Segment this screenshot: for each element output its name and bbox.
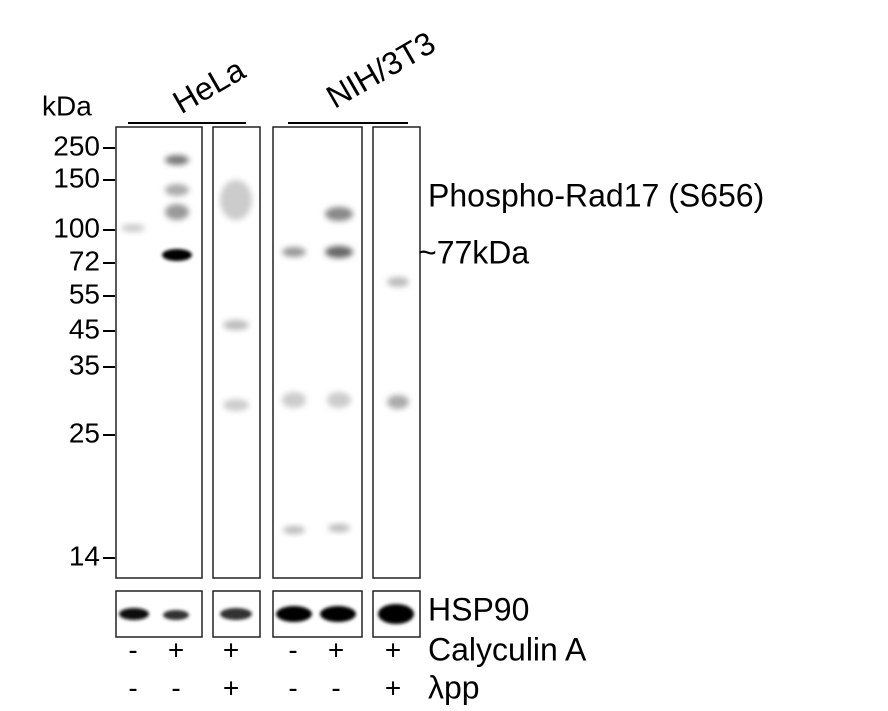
cell-line-label: NIH/3T3	[320, 24, 441, 115]
marker-label: 14	[69, 540, 100, 571]
treatment-label: Calyculin A	[428, 631, 587, 667]
treatment-sign: +	[328, 634, 344, 665]
marker-label: 150	[53, 162, 100, 193]
antibody-label: Phospho-Rad17 (S656)	[428, 177, 764, 213]
treatment-label: λpp	[428, 669, 480, 705]
marker-label: 100	[53, 212, 100, 243]
treatment-sign: +	[223, 634, 239, 665]
treatment-sign: -	[288, 634, 297, 665]
marker-label: 25	[69, 417, 100, 448]
treatment-sign: -	[128, 672, 137, 703]
treatment-sign: +	[385, 634, 401, 665]
marker-label: 55	[69, 278, 100, 309]
marker-unit: kDa	[42, 90, 92, 121]
blot-panel	[272, 126, 363, 579]
loading-control-label: HSP90	[428, 591, 529, 627]
treatment-sign: +	[168, 634, 184, 665]
loading-bands	[119, 604, 414, 624]
marker-label: 45	[69, 313, 100, 344]
blot-panel	[372, 126, 421, 579]
marker-label: 72	[69, 245, 100, 276]
blot-panel	[115, 126, 203, 579]
cell-line-label: HeLa	[167, 51, 251, 121]
band-size-label: ~77kDa	[418, 234, 529, 270]
treatment-sign: -	[288, 672, 297, 703]
marker-label: 35	[69, 349, 100, 380]
treatment-sign: -	[128, 634, 137, 665]
treatment-sign: +	[223, 672, 239, 703]
treatment-sign: -	[171, 672, 180, 703]
marker-label: 250	[53, 130, 100, 161]
treatment-sign: +	[385, 672, 401, 703]
treatment-sign: -	[331, 672, 340, 703]
bands	[121, 155, 409, 534]
